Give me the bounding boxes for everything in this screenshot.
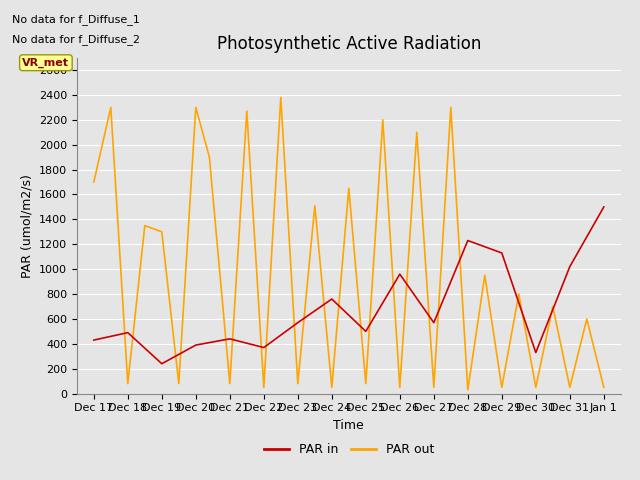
Legend: PAR in, PAR out: PAR in, PAR out [259,438,439,461]
Text: VR_met: VR_met [22,58,69,68]
Title: Photosynthetic Active Radiation: Photosynthetic Active Radiation [216,35,481,53]
Text: No data for f_Diffuse_1: No data for f_Diffuse_1 [12,14,140,25]
Text: No data for f_Diffuse_2: No data for f_Diffuse_2 [12,34,140,45]
Y-axis label: PAR (umol/m2/s): PAR (umol/m2/s) [20,174,33,277]
X-axis label: Time: Time [333,419,364,432]
